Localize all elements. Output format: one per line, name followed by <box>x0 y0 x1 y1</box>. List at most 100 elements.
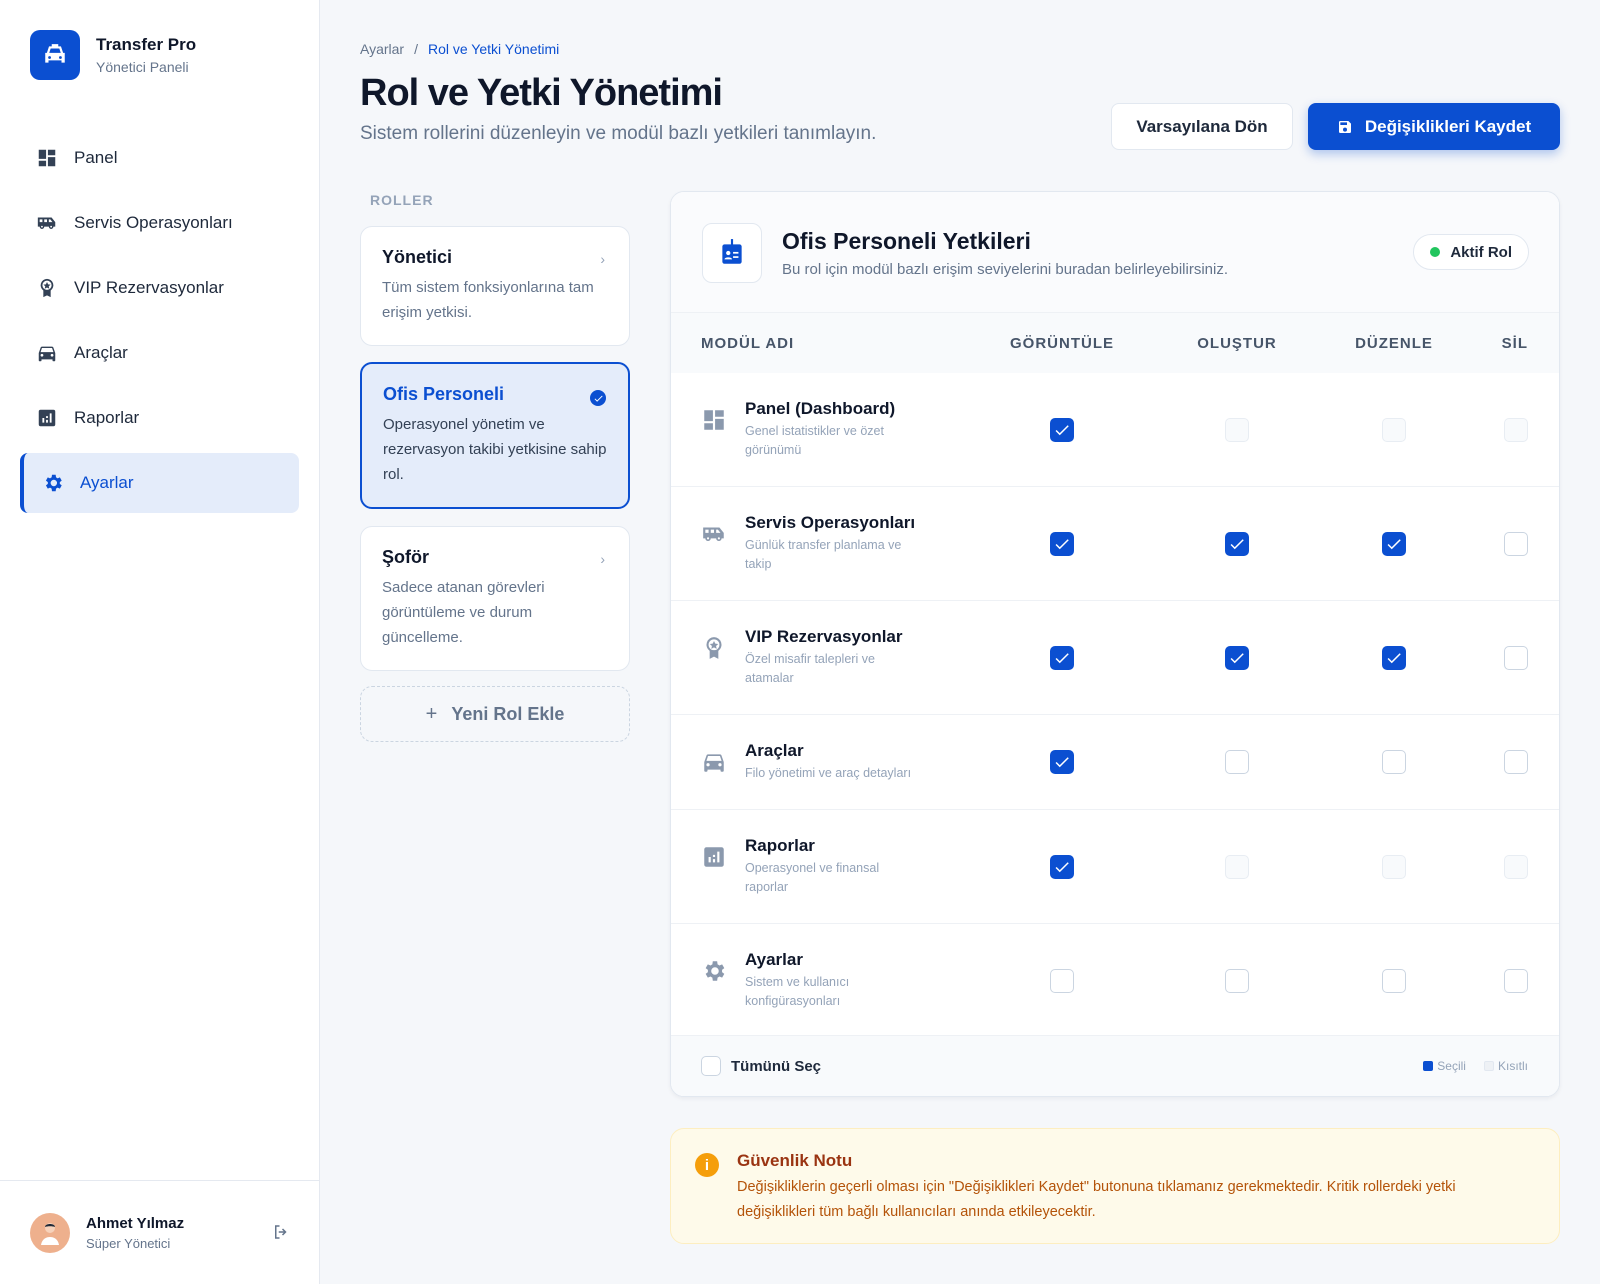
legend-selected-swatch <box>1423 1061 1434 1071</box>
breadcrumb: Ayarlar / Rol ve Yetki Yönetimi <box>360 41 559 57</box>
award-icon <box>701 635 727 661</box>
permission-checkbox[interactable] <box>1050 854 1074 879</box>
permission-checkbox <box>1225 417 1249 442</box>
chevron-right-icon: › <box>600 551 605 567</box>
permission-checkbox[interactable] <box>1504 645 1528 670</box>
permission-checkbox[interactable] <box>1504 750 1528 774</box>
breadcrumb-separator: / <box>414 41 418 57</box>
role-title: Ofis Personeli <box>383 384 505 404</box>
module-name: Panel (Dashboard) <box>745 399 896 418</box>
module-description: Genel istatistikler ve özet görünümü <box>745 424 884 457</box>
role-description: Tüm sistem fonksiyonlarına tam erişim ye… <box>382 279 594 321</box>
check-circle-icon <box>590 390 606 406</box>
module-description: Operasyonel ve finansal raporlar <box>745 861 880 894</box>
module-name: Araçlar <box>745 741 804 760</box>
sidebar-item-2[interactable]: VIP Rezervasyonlar <box>20 258 299 318</box>
save-label: Değişiklikleri Kaydet <box>1364 116 1532 136</box>
id-badge-icon <box>702 223 762 283</box>
legend-restricted: Kısıtlı <box>1497 1059 1528 1073</box>
permission-checkbox <box>1382 854 1406 879</box>
permission-checkbox[interactable] <box>1382 645 1406 670</box>
role-description: Sadece atanan görevleri görüntüleme ve d… <box>382 579 545 646</box>
permissions-title: Ofis Personeli Yetkileri <box>782 228 1031 254</box>
sidebar: Transfer Pro Yönetici Paneli Panel Servis… <box>0 0 320 1284</box>
sidebar-item-label: Raporlar <box>74 408 140 427</box>
permission-checkbox[interactable] <box>1050 968 1074 993</box>
permission-checkbox[interactable] <box>1225 750 1249 774</box>
sidebar-item-4[interactable]: Raporlar <box>20 388 299 448</box>
breadcrumb-parent[interactable]: Ayarlar <box>360 41 405 57</box>
permission-checkbox[interactable] <box>1225 968 1249 993</box>
column-header: GÖRÜNTÜLE <box>1010 334 1114 352</box>
permission-checkbox <box>1382 417 1406 442</box>
sidebar-item-0[interactable]: Panel <box>20 128 299 188</box>
add-role-label: Yeni Rol Ekle <box>451 703 565 724</box>
sidebar-item-label: Panel <box>74 148 118 167</box>
permission-checkbox[interactable] <box>1050 645 1074 670</box>
permission-checkbox <box>1504 854 1528 879</box>
table-header: MODÜL ADI GÖRÜNTÜLE OLUŞTUR DÜZENLE SİL <box>671 313 1559 373</box>
role-card[interactable]: Şoför Sadece atanan görevleri görüntülem… <box>360 526 630 671</box>
award-icon <box>36 277 58 299</box>
role-card[interactable]: Ofis Personeli Operasyonel yönetim ve re… <box>360 362 630 509</box>
legend: Seçili Kısıtlı <box>1423 1059 1528 1073</box>
sidebar-item-label: Araçlar <box>74 343 128 362</box>
sidebar-item-label: Ayarlar <box>80 473 134 492</box>
breadcrumb-current: Rol ve Yetki Yönetimi <box>427 41 560 57</box>
logout-icon[interactable] <box>272 1223 290 1241</box>
permission-checkbox <box>1225 854 1249 879</box>
role-title: Yönetici <box>382 247 453 267</box>
module-name: Ayarlar <box>745 950 803 969</box>
role-card[interactable]: Yönetici Tüm sistem fonksiyonlarına tam … <box>360 226 630 346</box>
module-name: VIP Rezervasyonlar <box>745 627 903 646</box>
permission-checkbox[interactable] <box>1382 531 1406 556</box>
car-icon <box>36 342 58 364</box>
brand-title: Transfer Pro <box>96 35 197 54</box>
reset-defaults-button[interactable]: Varsayılana Dön <box>1111 103 1293 150</box>
module-name: Raporlar <box>745 836 815 855</box>
permission-checkbox[interactable] <box>1225 645 1249 670</box>
sidebar-item-label: VIP Rezervasyonlar <box>74 278 224 297</box>
permission-checkbox[interactable] <box>1504 531 1528 556</box>
permission-checkbox[interactable] <box>1225 531 1249 556</box>
chart-icon <box>36 407 58 429</box>
column-header: SİL <box>1501 334 1528 352</box>
brand-subtitle: Yönetici Paneli <box>96 59 189 75</box>
status-label: Aktif Rol <box>1450 243 1512 261</box>
module-description: Filo yönetimi ve araç detayları <box>745 766 912 780</box>
module-name: Servis Operasyonları <box>745 513 916 532</box>
sidebar-item-3[interactable]: Araçlar <box>20 323 299 383</box>
avatar <box>30 1212 70 1253</box>
user-name: Ahmet Yılmaz <box>86 1214 185 1232</box>
security-notice: i Güvenlik Notu Değişikliklerin geçerli … <box>670 1128 1560 1244</box>
role-title: Şoför <box>382 547 429 567</box>
sidebar-item-1[interactable]: Servis Operasyonları <box>20 193 299 253</box>
permission-checkbox[interactable] <box>1382 968 1406 993</box>
permissions-subtitle: Bu rol için modül bazlı erişim seviyeler… <box>782 261 1229 278</box>
select-all-label[interactable]: Tümünü Seç <box>731 1057 822 1075</box>
permission-checkbox[interactable] <box>1382 750 1406 774</box>
table-row: VIP Rezervasyonlar Özel misafir talepleri… <box>671 601 1559 715</box>
column-header: MODÜL ADI <box>701 334 795 352</box>
status-dot-icon <box>1430 247 1441 257</box>
page-title: Rol ve Yetki Yönetimi <box>360 72 723 114</box>
add-role-button[interactable]: + Yeni Rol Ekle <box>360 686 630 742</box>
table-row: Ayarlar Sistem ve kullanıcı konfigürasyon… <box>671 924 1559 1038</box>
permission-checkbox[interactable] <box>1050 750 1074 774</box>
table-row: Araçlar Filo yönetimi ve araç detayları <box>671 715 1559 810</box>
permission-checkbox[interactable] <box>1050 531 1074 556</box>
roles-label: ROLLER <box>370 192 434 208</box>
van-icon <box>701 521 727 547</box>
dashboard-icon <box>36 147 58 169</box>
module-description: Özel misafir talepleri ve atamalar <box>745 652 875 685</box>
permission-checkbox[interactable] <box>1050 417 1074 442</box>
permission-checkbox[interactable] <box>1504 968 1528 993</box>
reset-label: Varsayılana Dön <box>1136 116 1268 136</box>
save-changes-button[interactable]: Değişiklikleri Kaydet <box>1308 103 1560 150</box>
select-all-checkbox[interactable] <box>701 1056 721 1076</box>
sidebar-item-5[interactable]: Ayarlar <box>20 453 299 513</box>
info-icon: i <box>695 1153 719 1177</box>
table-row: Panel (Dashboard) Genel istatistikler ve … <box>671 373 1559 487</box>
plus-icon: + <box>425 702 438 725</box>
table-row: Raporlar Operasyonel ve finansal raporlar <box>671 810 1559 924</box>
